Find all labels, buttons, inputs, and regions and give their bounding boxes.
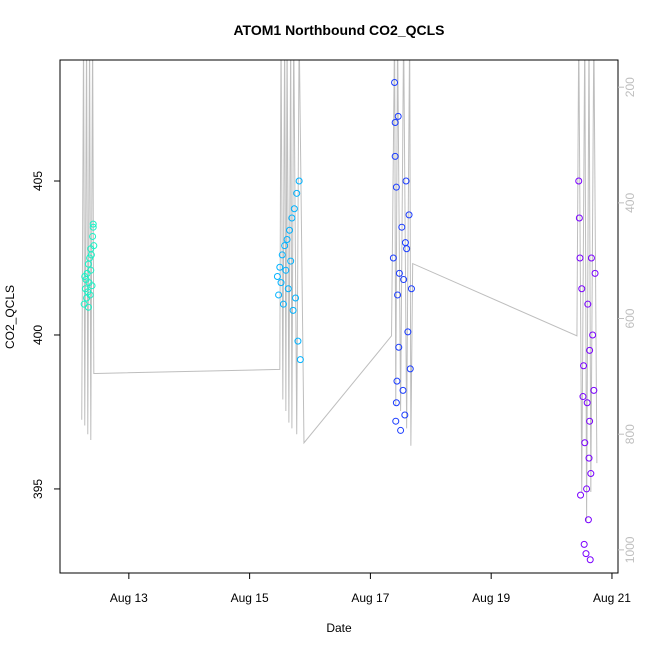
data-point xyxy=(586,417,594,425)
data-point xyxy=(585,454,593,462)
data-point xyxy=(400,276,408,284)
data-point xyxy=(88,282,96,290)
data-point xyxy=(287,257,295,265)
data-point xyxy=(399,386,407,394)
data-point xyxy=(281,242,289,250)
data-point xyxy=(87,245,95,253)
data-point xyxy=(398,223,406,231)
data-point xyxy=(587,470,595,478)
pressure-line xyxy=(81,60,598,521)
data-point xyxy=(587,254,595,262)
data-point xyxy=(590,386,598,394)
x-tick-label: Aug 21 xyxy=(593,591,631,605)
data-point xyxy=(394,291,402,299)
data-point xyxy=(583,399,591,407)
data-point xyxy=(401,411,409,419)
data-point xyxy=(393,377,401,385)
y-tick-label: 400 xyxy=(31,325,45,345)
x-tick-label: Aug 15 xyxy=(231,591,269,605)
data-point xyxy=(275,291,283,299)
data-point xyxy=(395,269,403,277)
y-axis-label: CO2_QCLS xyxy=(3,285,17,349)
data-point xyxy=(283,236,291,244)
x-axis-label: Date xyxy=(326,621,352,635)
data-point xyxy=(389,254,397,262)
y2-tick-label: 800 xyxy=(623,424,637,444)
data-point xyxy=(89,220,97,228)
y-tick-label: 405 xyxy=(31,171,45,191)
x-tick-label: Aug 13 xyxy=(110,591,148,605)
y2-tick-label: 400 xyxy=(623,193,637,213)
data-point xyxy=(284,285,292,293)
data-point xyxy=(392,399,400,407)
data-point xyxy=(392,417,400,425)
data-point xyxy=(294,337,302,345)
data-point xyxy=(276,263,284,271)
data-point xyxy=(289,306,297,314)
data-point xyxy=(580,540,588,548)
data-point xyxy=(87,266,95,274)
data-point xyxy=(391,119,399,127)
data-point xyxy=(279,300,287,308)
data-point xyxy=(293,189,301,197)
data-point xyxy=(581,439,589,447)
data-point xyxy=(586,346,594,354)
data-point xyxy=(584,300,592,308)
data-point xyxy=(282,266,290,274)
data-point xyxy=(81,272,89,280)
data-point xyxy=(407,285,415,293)
y-tick-label: 395 xyxy=(31,479,45,499)
data-point xyxy=(285,226,293,234)
data-point xyxy=(273,272,281,280)
data-point xyxy=(576,254,584,262)
data-point xyxy=(295,177,303,185)
data-point xyxy=(584,516,592,524)
data-point xyxy=(591,269,599,277)
data-point xyxy=(582,550,590,558)
data-point xyxy=(577,491,585,499)
data-point xyxy=(405,211,413,219)
data-point xyxy=(288,214,296,222)
data-point xyxy=(292,294,300,302)
chart-title: ATOM1 Northbound CO2_QCLS xyxy=(233,22,444,38)
x-tick-label: Aug 19 xyxy=(472,591,510,605)
data-point xyxy=(89,232,97,240)
data-point xyxy=(397,426,405,434)
data-point xyxy=(579,393,587,401)
data-point xyxy=(86,291,94,299)
data-point xyxy=(401,239,409,247)
data-point xyxy=(406,365,414,373)
data-point xyxy=(278,251,286,259)
data-point xyxy=(290,205,298,213)
data-point xyxy=(296,356,304,364)
data-point xyxy=(84,303,92,311)
y2-tick-label: 1000 xyxy=(623,536,637,563)
plot-frame xyxy=(59,59,619,574)
data-point xyxy=(391,152,399,160)
y2-tick-label: 200 xyxy=(623,77,637,97)
data-point xyxy=(575,214,583,222)
data-point xyxy=(391,78,399,86)
data-point xyxy=(583,485,591,493)
data-point xyxy=(575,177,583,185)
axes: Aug 13 Aug 15 Aug 17 Aug 19 Aug 21 395 400 405 2… xyxy=(31,59,637,605)
data-point xyxy=(89,223,97,231)
data-point xyxy=(404,328,412,336)
data-point xyxy=(277,279,285,287)
data-point xyxy=(394,112,402,120)
data-point xyxy=(589,331,597,339)
plot-area xyxy=(80,60,599,564)
data-point xyxy=(580,362,588,370)
y2-tick-label: 600 xyxy=(623,308,637,328)
data-point xyxy=(586,556,594,564)
x-tick-label: Aug 17 xyxy=(351,591,389,605)
data-point xyxy=(578,285,586,293)
data-point xyxy=(402,177,410,185)
data-point xyxy=(395,343,403,351)
data-point xyxy=(392,183,400,191)
